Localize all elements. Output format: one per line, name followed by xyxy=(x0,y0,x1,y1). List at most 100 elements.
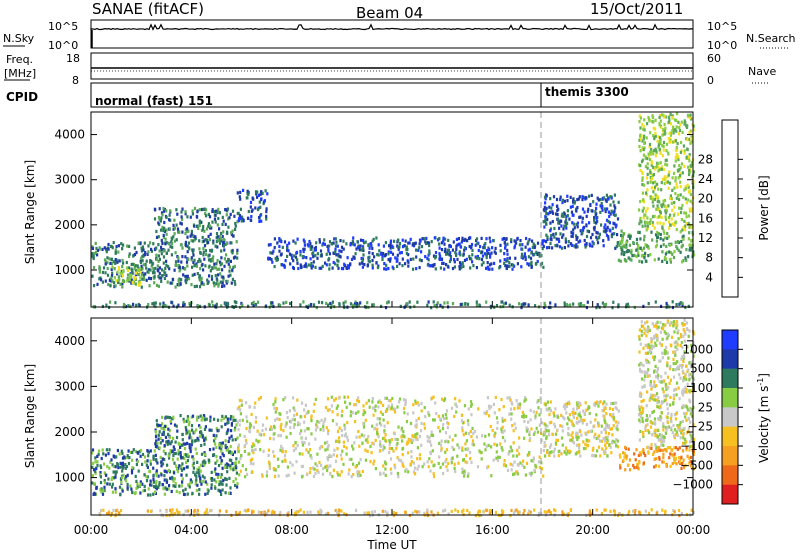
echo-cell xyxy=(301,436,304,440)
echo-cell xyxy=(272,402,275,407)
echo-cell xyxy=(336,439,339,443)
echo-cell xyxy=(680,239,683,244)
echo-cell xyxy=(312,260,315,264)
echo-cell xyxy=(190,443,193,447)
echo-cell xyxy=(597,436,600,440)
echo-cell xyxy=(646,166,649,170)
echo-cell xyxy=(654,180,657,184)
echo-cell xyxy=(201,463,205,468)
echo-cell xyxy=(378,249,381,253)
echo-cell xyxy=(464,447,467,451)
echo-cell xyxy=(407,253,410,257)
echo-cell xyxy=(244,468,248,472)
echo-cell xyxy=(606,441,609,445)
echo-cell xyxy=(286,245,289,250)
echo-cell xyxy=(673,223,676,227)
echo-cell xyxy=(224,443,227,447)
echo-cell xyxy=(689,349,693,353)
echo-cell xyxy=(674,179,677,183)
echo-cell xyxy=(319,428,322,432)
echo-cell xyxy=(110,458,113,462)
echo-cell xyxy=(184,210,187,214)
echo-cell xyxy=(651,238,654,242)
echo-cell xyxy=(353,243,356,247)
echo-cell xyxy=(463,246,466,250)
echo-cell xyxy=(114,261,117,265)
echo-cell xyxy=(257,193,260,197)
echo-cell xyxy=(174,260,178,264)
echo-cell xyxy=(456,257,459,261)
echo-cell xyxy=(113,476,116,480)
echo-cell xyxy=(174,440,177,444)
echo-cell xyxy=(116,448,119,453)
echo-cell xyxy=(302,249,305,254)
echo-cell xyxy=(218,234,221,239)
echo-cell xyxy=(91,451,94,455)
echo-cell xyxy=(111,246,114,250)
echo-cell xyxy=(567,426,570,431)
echo-cell xyxy=(589,244,592,248)
echo-cell xyxy=(690,248,693,252)
echo-cell xyxy=(578,446,581,450)
echo-cell xyxy=(542,474,545,478)
echo-cell xyxy=(446,468,449,472)
echo-cell xyxy=(659,151,662,155)
echo-cell xyxy=(652,345,655,349)
echo-cell xyxy=(666,236,669,240)
echo-cell xyxy=(612,200,615,204)
echo-cell xyxy=(679,180,682,184)
echo-cell xyxy=(338,426,341,430)
echo-cell xyxy=(178,269,181,273)
echo-cell xyxy=(590,193,593,197)
echo-cell xyxy=(497,455,500,459)
echo-cell xyxy=(196,460,199,464)
echo-cell xyxy=(333,237,336,241)
echo-cell xyxy=(661,113,664,117)
echo-cell xyxy=(182,301,185,305)
echo-cell xyxy=(656,449,659,453)
echo-cell xyxy=(386,421,389,425)
echo-cell xyxy=(159,436,162,440)
echo-cell xyxy=(667,186,670,190)
echo-cell xyxy=(157,215,161,220)
echo-cell xyxy=(154,453,157,457)
echo-cell xyxy=(485,255,488,260)
echo-cell xyxy=(663,394,666,398)
echo-cell xyxy=(690,389,693,393)
echo-cell xyxy=(182,417,185,421)
echo-cell xyxy=(253,405,256,409)
echo-cell xyxy=(257,440,260,444)
echo-cell xyxy=(416,467,419,471)
echo-cell xyxy=(292,444,295,448)
echo-cell xyxy=(220,256,223,260)
echo-cell xyxy=(571,422,574,426)
echo-cell xyxy=(486,265,489,269)
echo-cell xyxy=(627,463,630,467)
echo-cell xyxy=(99,480,103,485)
freq-label-line1: Freq. xyxy=(6,53,33,66)
echo-cell xyxy=(211,208,214,212)
echo-cell xyxy=(664,158,667,162)
y-tick-label: 2000 xyxy=(54,218,85,232)
echo-cell xyxy=(285,435,288,439)
echo-cell xyxy=(384,439,387,443)
echo-cell xyxy=(222,278,225,282)
echo-cell xyxy=(655,384,658,388)
echo-cell xyxy=(135,479,138,483)
echo-cell xyxy=(668,216,671,220)
echo-cell xyxy=(635,448,638,452)
echo-cell xyxy=(575,435,578,439)
echo-cell xyxy=(163,427,166,432)
echo-cell xyxy=(99,464,102,468)
echo-cell xyxy=(232,480,235,484)
echo-cell xyxy=(114,475,117,479)
echo-cell xyxy=(579,239,582,243)
echo-cell xyxy=(163,424,167,428)
echo-cell xyxy=(547,212,550,216)
echo-cell xyxy=(408,300,411,304)
echo-cell xyxy=(663,132,666,136)
echo-cell xyxy=(585,214,588,218)
echo-cell xyxy=(198,434,202,438)
echo-cell xyxy=(199,476,202,480)
echo-cell xyxy=(677,158,680,162)
